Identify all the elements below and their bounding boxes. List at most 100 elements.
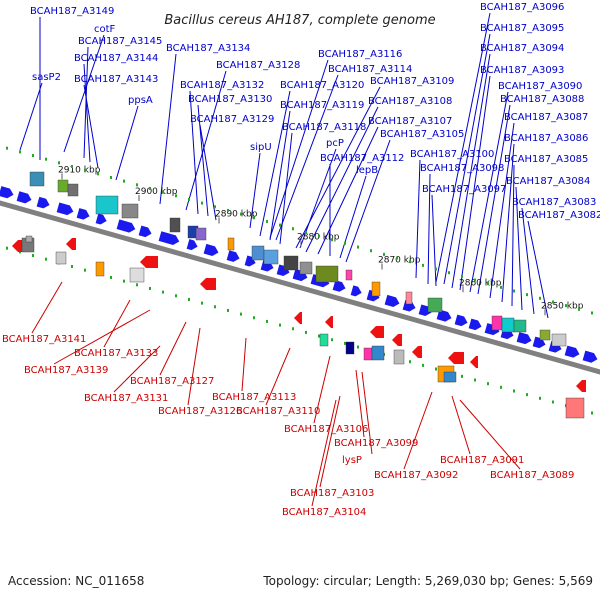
forward-gene-arrow	[332, 280, 346, 292]
forward-gene-label[interactable]: BCAH187_A3093	[480, 65, 564, 76]
forward-gene-label[interactable]: BCAH187_A3097	[422, 184, 506, 195]
forward-leader	[521, 207, 535, 315]
gene-domain-box	[345, 269, 353, 281]
forward-gene-label[interactable]: BCAH187_A3095	[480, 23, 564, 34]
forward-gene-label[interactable]: BCAH187_A3096	[480, 2, 564, 13]
reverse-gene-label[interactable]: BCAH187_A3092	[374, 470, 458, 481]
forward-gene-label[interactable]: BCAH187_A3143	[74, 74, 158, 85]
forward-gene-label[interactable]: BCAH187_A3120	[280, 80, 364, 91]
reverse-gene-label[interactable]: BCAH187_A3113	[212, 392, 296, 403]
gene-domain-box	[443, 371, 457, 383]
forward-gene-label[interactable]: sipU	[250, 142, 272, 153]
forward-gene-arrow	[0, 186, 14, 199]
forward-gene-label[interactable]: BCAH187_A3116	[318, 49, 402, 60]
forward-leader	[469, 91, 509, 293]
forward-leader	[279, 132, 293, 245]
reverse-gene-label[interactable]: BCAH187_A3133	[74, 348, 158, 359]
forward-leader	[451, 53, 491, 289]
reverse-gene-label[interactable]: BCAH187_A3139	[24, 365, 108, 376]
reverse-gene-label[interactable]: BCAH187_A3104	[282, 507, 366, 518]
track-dot	[201, 201, 203, 205]
reverse-gene-label[interactable]: BCAH187_A3103	[290, 488, 374, 499]
forward-leader	[305, 106, 379, 253]
reverse-gene-label[interactable]: BCAH187_A3141	[2, 334, 86, 345]
forward-gene-arrow	[158, 231, 180, 245]
track-dot	[292, 327, 294, 331]
forward-gene-label[interactable]: BCAH187_A3088	[500, 94, 584, 105]
forward-gene-label[interactable]: BCAH187_A3112	[320, 153, 404, 164]
forward-gene-label[interactable]: lepB	[356, 165, 378, 176]
forward-gene-label[interactable]: BCAH187_A3086	[504, 133, 588, 144]
track-dot	[175, 194, 177, 198]
reverse-gene-label[interactable]: BCAH187_A3131	[84, 393, 168, 404]
accession-text: Accession: NC_011658	[8, 574, 144, 588]
track-dot	[461, 374, 463, 378]
track-dot	[305, 230, 307, 234]
forward-gene-label[interactable]: BCAH187_A3105	[380, 129, 464, 140]
track-dot	[500, 385, 502, 389]
kbp-tick-label: 2900 kbp	[135, 187, 178, 197]
track-dot	[149, 186, 151, 190]
forward-gene-label[interactable]: ppsA	[128, 95, 153, 106]
gene-domain-box	[513, 319, 527, 333]
forward-gene-label[interactable]: BCAH187_A3130	[188, 94, 272, 105]
reverse-gene-label[interactable]: BCAH187_A3089	[490, 470, 574, 481]
forward-gene-label[interactable]: BCAH187_A3085	[504, 154, 588, 165]
forward-gene-label[interactable]: BCAH187_A3128	[216, 60, 300, 71]
reverse-gene-label[interactable]: BCAH187_A3106	[284, 424, 368, 435]
track-dot	[513, 289, 515, 293]
forward-gene-label[interactable]: BCAH187_A3083	[512, 197, 596, 208]
forward-gene-arrow	[468, 318, 482, 331]
reverse-gene-label[interactable]: BCAH187_A3091	[440, 455, 524, 466]
reverse-leader	[459, 399, 521, 470]
genome-backbone	[0, 200, 600, 375]
forward-gene-label[interactable]: BCAH187_A3094	[480, 43, 564, 54]
forward-gene-label[interactable]: BCAH187_A3108	[368, 96, 452, 107]
reverse-gene-label[interactable]: BCAH187_A3126	[158, 406, 242, 417]
kbp-tick-label: 2890 kbp	[215, 210, 258, 220]
forward-gene-label[interactable]: BCAH187_A3084	[506, 176, 590, 187]
forward-gene-label[interactable]: BCAH187_A3087	[504, 112, 588, 123]
forward-gene-label[interactable]: BCAH187_A3129	[190, 114, 274, 125]
forward-gene-label[interactable]: BCAH187_A3107	[368, 116, 452, 127]
forward-gene-label[interactable]: BCAH187_A3134	[166, 43, 250, 54]
forward-gene-label[interactable]: pcP	[326, 138, 344, 149]
forward-leader	[275, 74, 339, 241]
track-dot	[136, 283, 138, 287]
reverse-leader	[311, 399, 337, 507]
reverse-gene-label[interactable]: BCAH187_A3099	[334, 438, 418, 449]
forward-gene-label[interactable]: BCAH187_A3082	[518, 210, 600, 221]
reverse-gene-label[interactable]: BCAH187_A3127	[130, 376, 214, 387]
forward-gene-arrow	[384, 294, 400, 307]
reverse-leader	[159, 321, 187, 376]
forward-leader	[259, 90, 291, 237]
forward-gene-label[interactable]: BCAH187_A3145	[78, 36, 162, 47]
forward-gene-label[interactable]: BCAH187_A3100	[410, 149, 494, 160]
gene-domain-box	[95, 261, 105, 277]
track-dot	[188, 297, 190, 301]
forward-gene-label[interactable]: BCAH187_A3114	[328, 64, 412, 75]
reverse-gene-label[interactable]: BCAH187_A3110	[236, 406, 320, 417]
forward-gene-label[interactable]: BCAH187_A3132	[180, 80, 264, 91]
forward-gene-label[interactable]: BCAH187_A3118	[282, 122, 366, 133]
forward-leader	[515, 186, 523, 311]
forward-gene-label[interactable]: sasP2	[32, 72, 61, 83]
track-dot	[19, 150, 21, 154]
kbp-tick-label: 2850 kbp	[541, 301, 584, 311]
track-dot	[357, 245, 359, 249]
forward-gene-label[interactable]: BCAH187_A3144	[74, 53, 158, 64]
forward-gene-label[interactable]: BCAH187_A3098	[420, 163, 504, 174]
reverse-gene-label[interactable]: lysP	[342, 455, 362, 466]
kbp-tick-label: 2910 kbp	[58, 165, 101, 175]
forward-gene-label[interactable]: cotF	[94, 24, 116, 35]
forward-leader	[269, 59, 329, 239]
forward-gene-label[interactable]: BCAH187_A3149	[30, 6, 114, 17]
forward-gene-label[interactable]: BCAH187_A3090	[498, 81, 582, 92]
forward-gene-label[interactable]: BCAH187_A3119	[280, 100, 364, 111]
reverse-gene-arrow	[412, 346, 422, 358]
track-dot	[318, 234, 320, 238]
forward-gene-label[interactable]: BCAH187_A3109	[370, 76, 454, 87]
forward-gene-arrow	[582, 350, 598, 363]
track-dot	[175, 294, 177, 298]
